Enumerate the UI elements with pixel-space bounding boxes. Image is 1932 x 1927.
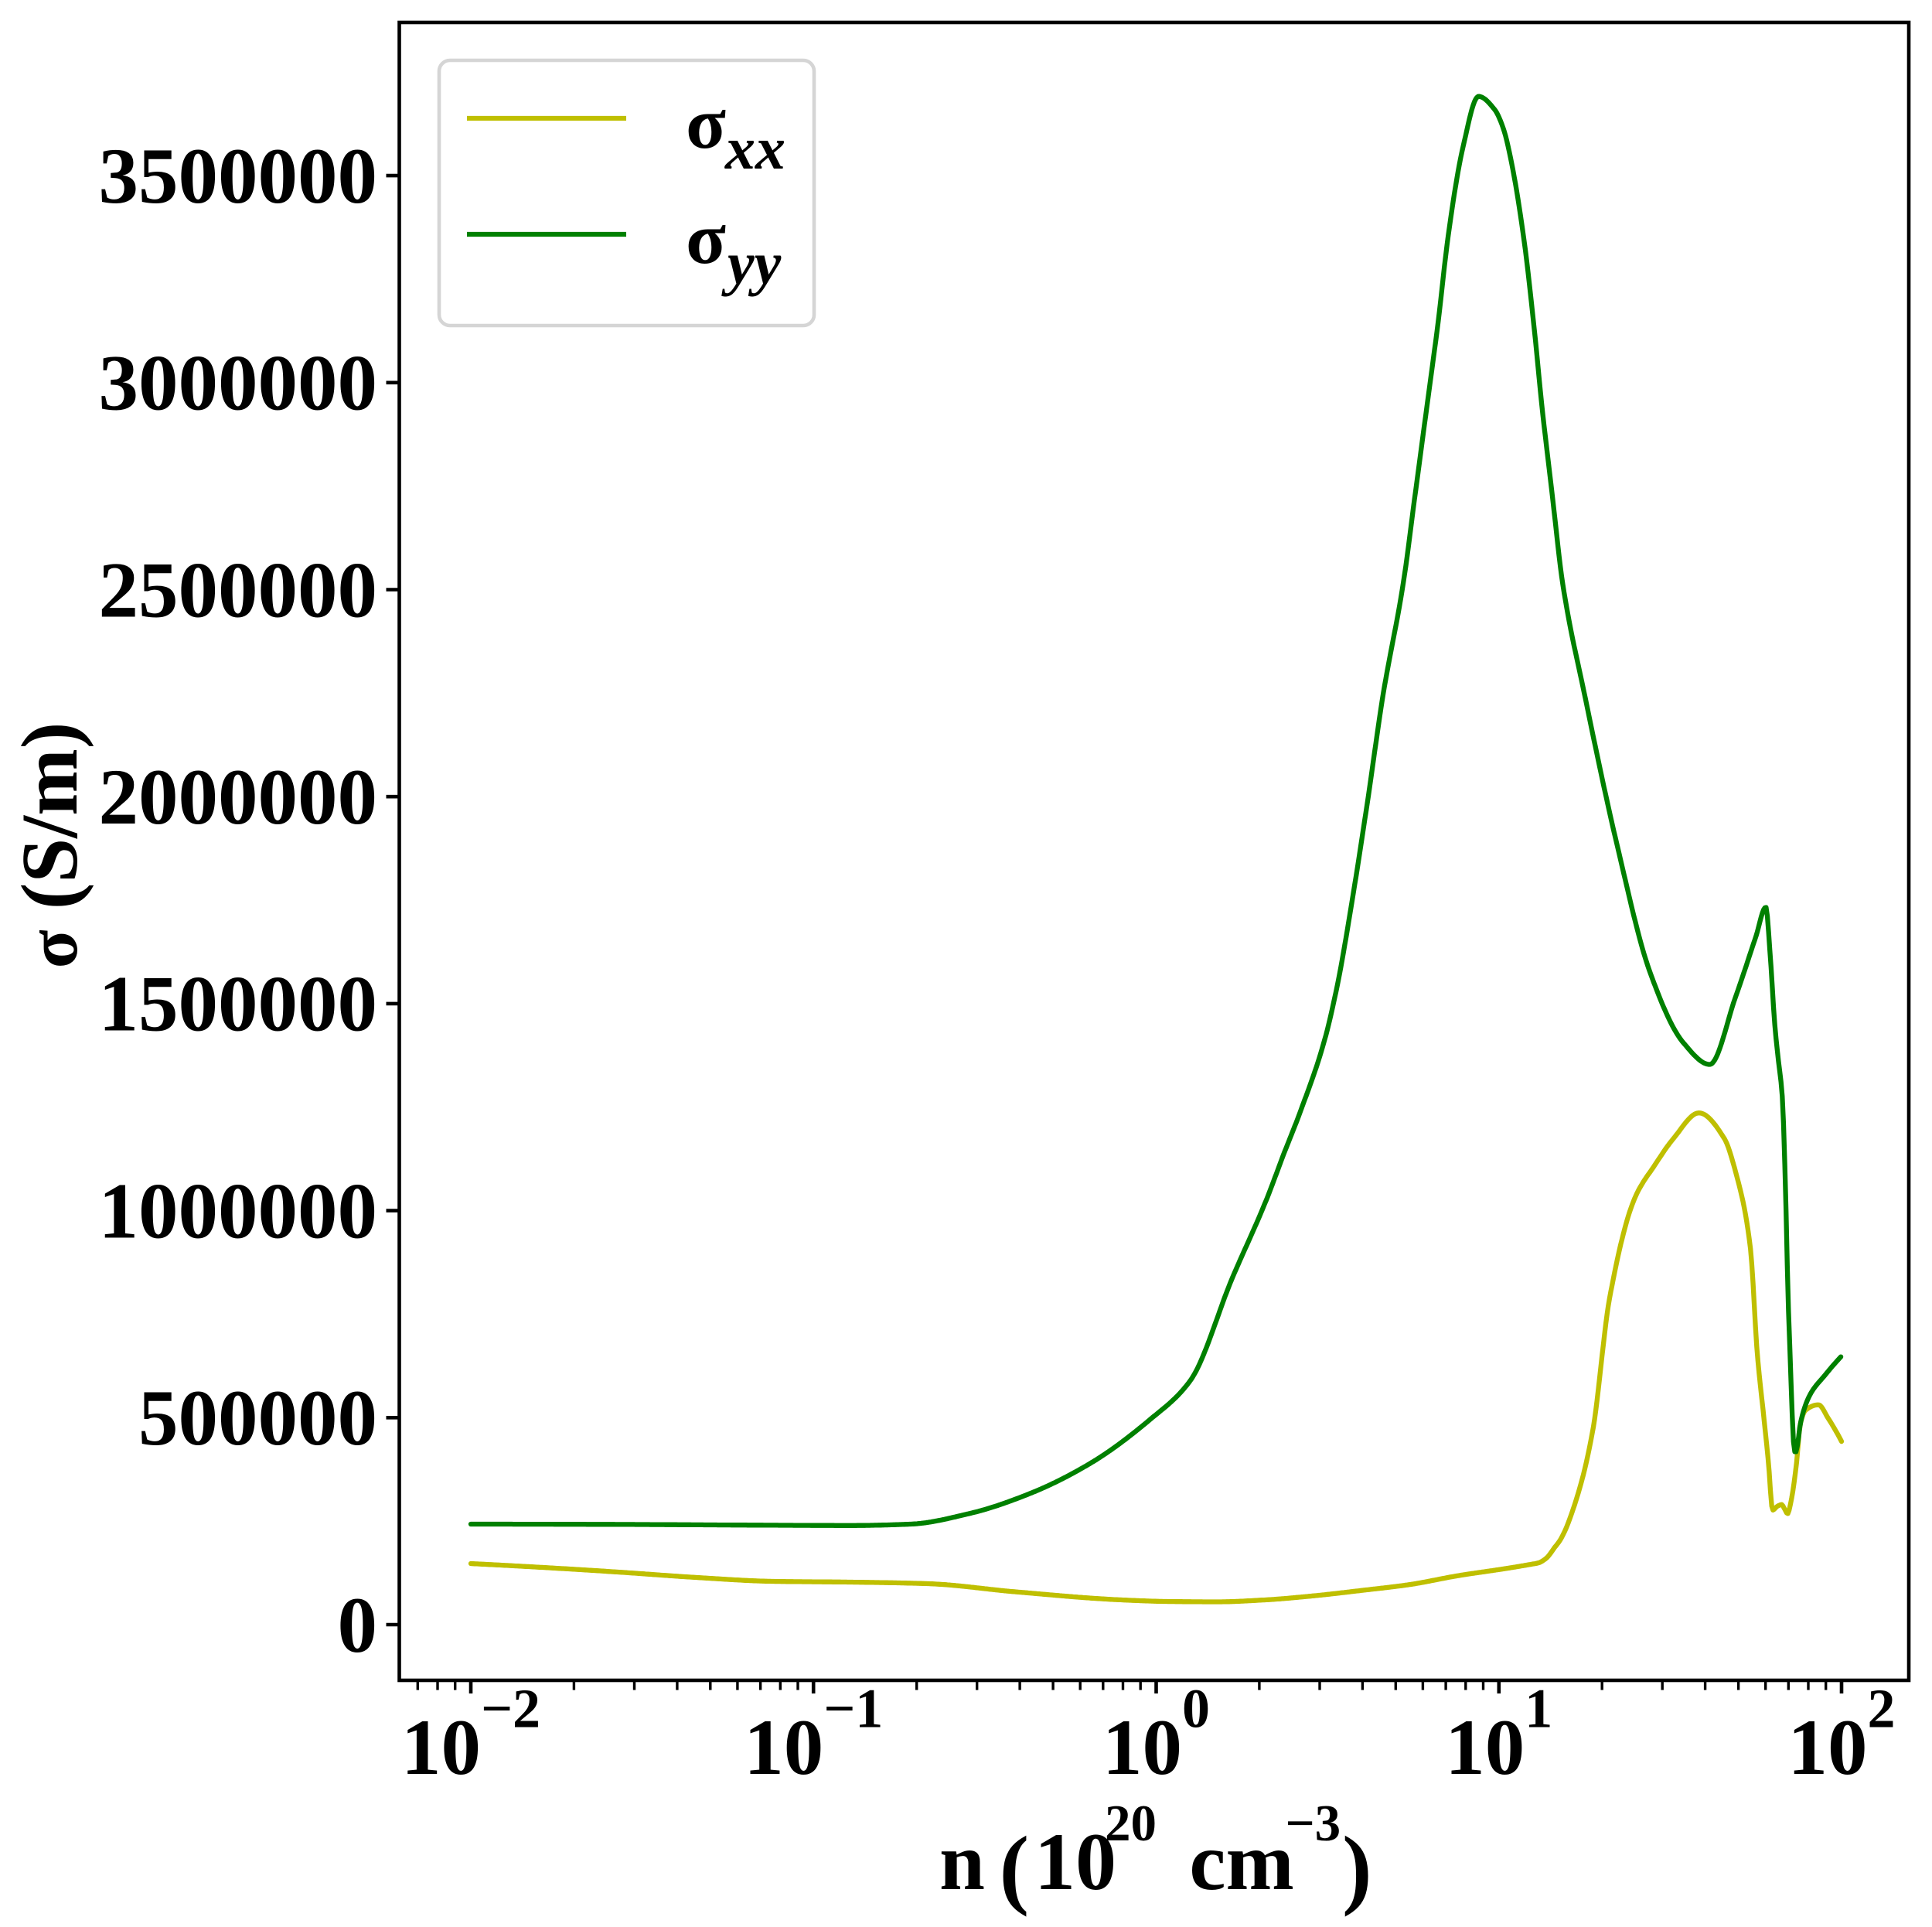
svg-text:2000000: 2000000 [99,753,378,841]
svg-text:−3: −3 [1286,1795,1341,1852]
svg-text:−1: −1 [823,1678,883,1740]
svg-text:2: 2 [1868,1678,1896,1740]
svg-text:1500000: 1500000 [99,960,378,1049]
svg-text:20: 20 [1105,1795,1157,1852]
svg-text:1000000: 1000000 [99,1167,378,1255]
svg-text:(: ( [1000,1819,1030,1918]
svg-text:10: 10 [1788,1704,1868,1792]
svg-text:500000: 500000 [138,1374,377,1462]
svg-text:σ: σ [686,199,726,279]
svg-text:0: 0 [338,1581,378,1669]
svg-text:): ) [1342,1819,1372,1918]
svg-text:n: n [939,1816,985,1907]
svg-text:yy: yy [721,230,782,297]
svg-text:xx: xx [724,114,785,182]
svg-text:3500000: 3500000 [99,132,378,220]
svg-text:1: 1 [1525,1678,1552,1740]
svg-text:cm: cm [1189,1816,1293,1907]
svg-text:2500000: 2500000 [99,546,378,634]
svg-text:10: 10 [1445,1704,1525,1792]
svg-text:0: 0 [1182,1678,1210,1740]
svg-text:σ: σ [686,84,726,164]
svg-text:10: 10 [401,1704,481,1792]
svg-text:σ (S/m): σ (S/m) [5,722,94,969]
svg-text:10: 10 [1034,1816,1116,1907]
svg-text:10: 10 [1102,1704,1182,1792]
svg-text:3000000: 3000000 [99,339,378,428]
svg-text:−2: −2 [481,1678,540,1740]
svg-text:10: 10 [744,1704,823,1792]
